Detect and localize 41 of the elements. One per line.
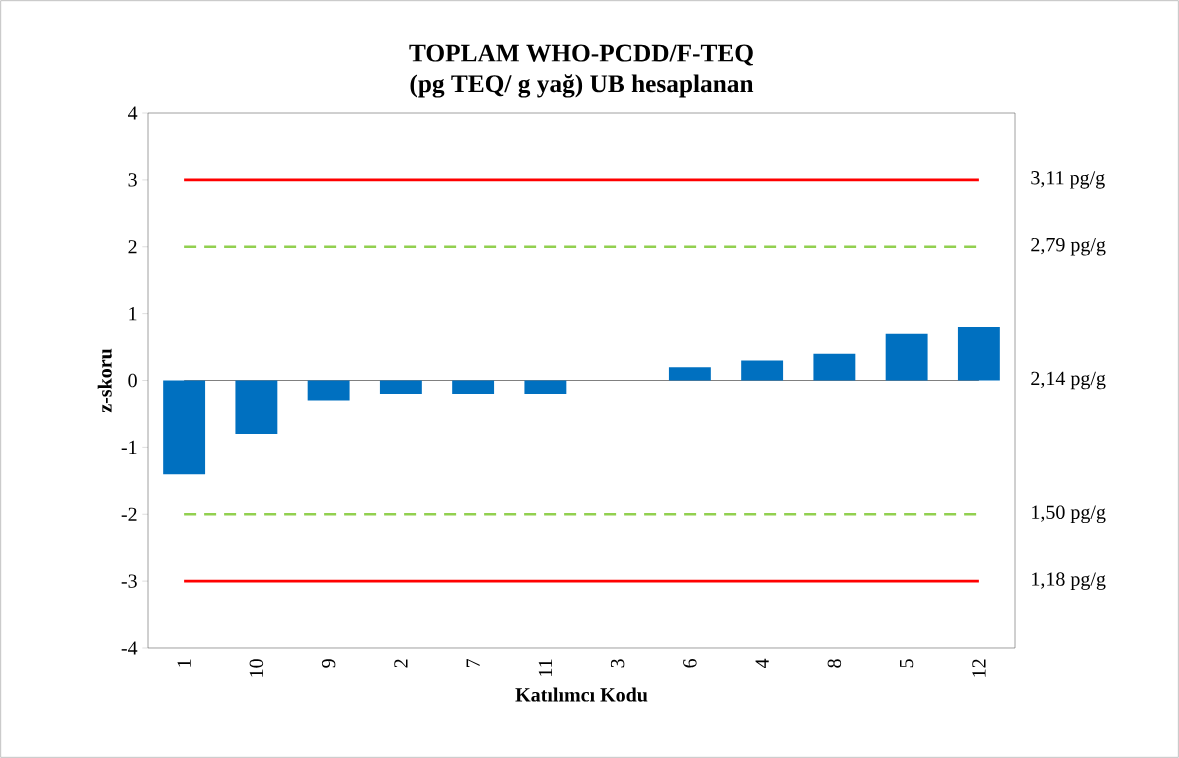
x-tick-label: 9 xyxy=(321,659,336,668)
x-tick-label: 3 xyxy=(610,659,625,668)
x-tick-label: 5 xyxy=(899,659,914,668)
bar xyxy=(452,380,495,394)
bar xyxy=(957,327,1000,381)
y-tick-label: 1 xyxy=(129,307,137,321)
bar xyxy=(235,380,278,434)
chart-title: TOPLAM WHO-PCDD/F-TEQ xyxy=(409,44,753,66)
ref-line-label: 2,14 pg/g xyxy=(1031,371,1106,390)
bar xyxy=(885,333,928,381)
bar xyxy=(379,380,422,394)
bar xyxy=(741,360,784,381)
y-tick-label: -1 xyxy=(121,440,137,454)
y-tick-label: -2 xyxy=(121,507,137,521)
ref-line-label: 2,79 pg/g xyxy=(1031,237,1106,256)
x-tick-label: 4 xyxy=(755,658,769,668)
ref-line-label: 1,18 pg/g xyxy=(1032,572,1106,590)
y-tick-label: 4 xyxy=(128,106,138,120)
y-axis-title: z-skoru xyxy=(97,348,112,413)
x-tick-label: 7 xyxy=(466,658,480,668)
x-tick-label: 2 xyxy=(394,659,408,668)
bar xyxy=(163,380,206,475)
y-tick-label: 2 xyxy=(128,240,137,254)
x-tick-label: 8 xyxy=(827,659,842,668)
bar xyxy=(524,380,567,394)
bar xyxy=(668,367,711,381)
x-tick-label: 10 xyxy=(249,659,264,677)
bar xyxy=(307,380,350,401)
x-axis-title: Katılımcı Kodu xyxy=(515,687,648,702)
y-tick-label: -4 xyxy=(121,641,138,655)
x-tick-label: 1 xyxy=(177,659,191,667)
y-tick-label: -3 xyxy=(121,574,137,588)
chart-subtitle: (pg TEQ/ g yağ) UB hesaplanan xyxy=(410,74,754,98)
y-tick-label: 0 xyxy=(128,373,137,388)
y-tick-label: 3 xyxy=(128,173,137,187)
ref-line-label: 3,11 pg/g xyxy=(1031,171,1105,189)
ref-line-label: 1,50 pg/g xyxy=(1032,505,1106,524)
x-tick-label: 11 xyxy=(538,659,552,676)
bar xyxy=(813,353,856,381)
x-tick-label: 12 xyxy=(972,659,986,677)
x-tick-label: 6 xyxy=(683,658,697,668)
